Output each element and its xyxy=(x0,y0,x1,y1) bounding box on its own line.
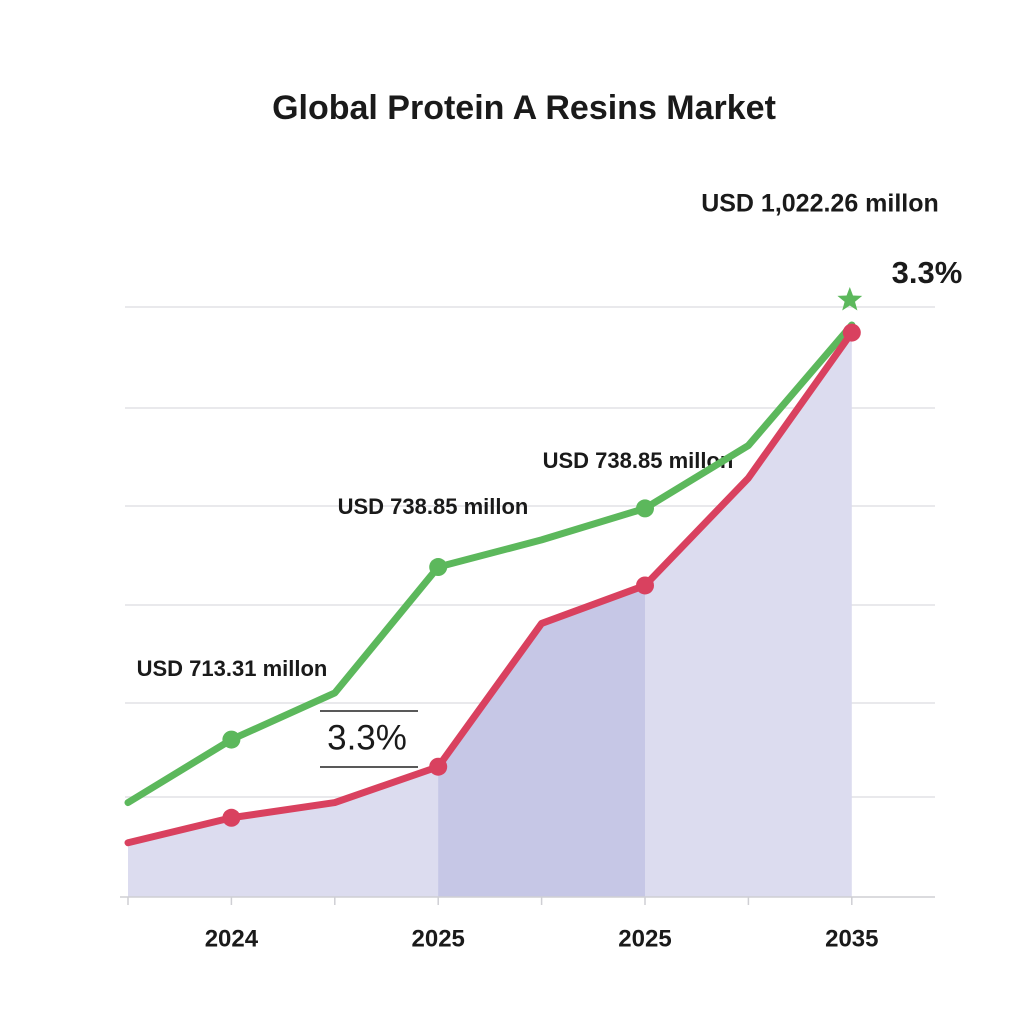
annotation: 3.3% xyxy=(327,718,407,757)
annotation: USD 713.31 millon xyxy=(137,656,328,681)
x-tick-label: 2035 xyxy=(825,925,878,952)
x-tick-label: 2025 xyxy=(618,925,671,952)
line xyxy=(124,321,856,807)
area xyxy=(128,332,852,898)
annotation: USD 738.85 millon xyxy=(338,494,529,519)
chart-title: Global Protein A Resins Market xyxy=(272,89,776,127)
x-tick-label: 2024 xyxy=(205,925,259,952)
plot xyxy=(128,332,852,898)
annotation: USD 738.85 millon xyxy=(543,448,734,473)
point xyxy=(429,757,448,776)
line xyxy=(124,329,856,847)
star-marker xyxy=(837,287,863,311)
point xyxy=(636,499,654,518)
point xyxy=(636,576,654,595)
point xyxy=(222,808,241,827)
annotation: 3.3% xyxy=(892,255,963,290)
x-tick-label: 2025 xyxy=(412,925,465,952)
annotation: USD 1,022.26 millon xyxy=(701,190,939,218)
point xyxy=(842,323,861,342)
area-highlight xyxy=(438,585,645,897)
point xyxy=(429,558,448,577)
point xyxy=(222,730,241,749)
